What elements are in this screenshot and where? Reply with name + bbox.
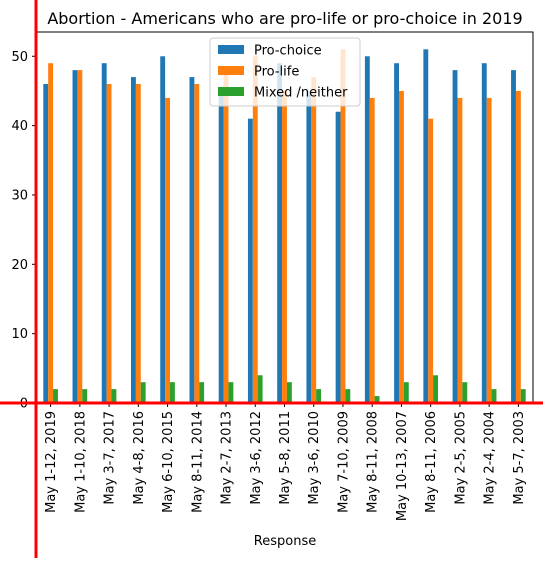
bar-pro-life-9 — [311, 77, 317, 403]
bar-pro-choice-6 — [218, 90, 224, 404]
bar-pro-choice-1 — [72, 70, 78, 403]
bar-pro-choice-12 — [394, 63, 400, 404]
y-tick-label: 20 — [11, 258, 28, 273]
bar-pro-choice-0 — [43, 84, 49, 404]
x-tick-label: May 3-7, 2017 — [103, 411, 118, 505]
x-tick-label: May 2-4, 2004 — [483, 411, 498, 505]
bar-pro-life-15 — [486, 97, 492, 403]
bar-pro-choice-2 — [101, 63, 107, 404]
x-tick-label: May 3-6, 2012 — [249, 411, 264, 505]
legend-swatch-pro-life — [218, 66, 244, 75]
bar-pro-life-4 — [165, 97, 170, 403]
x-tick-label: May 10-13, 2007 — [395, 411, 410, 521]
bar-pro-choice-9 — [306, 90, 312, 404]
bar-mixed-neither-6 — [228, 382, 234, 403]
legend-box — [209, 37, 361, 107]
bar-pro-life-16 — [515, 90, 521, 404]
x-tick-label: May 1-10, 2018 — [73, 411, 88, 513]
x-tick-label: May 3-6, 2010 — [307, 411, 322, 505]
legend: Pro-choice Pro-life Mixed /neither — [209, 37, 361, 107]
bar-mixed-neither-13 — [433, 375, 438, 403]
bar-pro-choice-8 — [277, 63, 283, 404]
x-tick-label: May 8-11, 2014 — [190, 411, 205, 513]
x-tick-label: May 4-8, 2016 — [132, 411, 147, 505]
bar-pro-life-6 — [223, 70, 229, 403]
bar-pro-life-12 — [399, 90, 404, 404]
bar-mixed-neither-12 — [403, 382, 409, 403]
bar-mixed-neither-10 — [345, 389, 351, 403]
x-axis-label: Response — [254, 534, 316, 549]
bar-pro-life-3 — [135, 84, 141, 404]
bar-mixed-neither-11 — [374, 396, 380, 403]
bar-mixed-neither-0 — [53, 389, 58, 403]
y-tick-label: 30 — [11, 188, 28, 203]
bar-pro-life-2 — [106, 84, 112, 404]
y-tick-label: 50 — [11, 50, 28, 65]
legend-label-mixed-neither: Mixed /neither — [254, 86, 348, 101]
bar-mixed-neither-4 — [169, 382, 175, 403]
y-tick-label: 10 — [11, 327, 28, 342]
bar-mixed-neither-16 — [520, 389, 526, 403]
bar-pro-life-10 — [340, 49, 346, 403]
bar-mixed-neither-2 — [111, 389, 117, 403]
y-tick-label: 40 — [11, 119, 28, 134]
bar-pro-choice-3 — [131, 77, 136, 403]
bar-pro-life-14 — [457, 97, 463, 403]
legend-label-pro-choice: Pro-choice — [254, 44, 322, 59]
legend-swatch-pro-choice — [218, 45, 244, 54]
bar-pro-choice-11 — [364, 56, 370, 403]
x-tick-label: May 1-12, 2019 — [44, 411, 59, 513]
x-tick-label: May 2-7, 2013 — [220, 411, 235, 505]
bar-pro-life-0 — [48, 63, 54, 404]
bar-pro-life-5 — [194, 84, 200, 404]
bar-pro-life-13 — [428, 118, 434, 403]
bar-pro-life-11 — [369, 97, 375, 403]
x-tick-label: May 6-10, 2015 — [161, 411, 176, 513]
bar-mixed-neither-9 — [316, 389, 322, 403]
legend-label-pro-life: Pro-life — [254, 65, 299, 80]
bar-mixed-neither-14 — [462, 382, 468, 403]
legend-swatch-mixed-neither — [218, 87, 244, 96]
x-tick-label: May 5-7, 2003 — [512, 411, 527, 505]
bar-pro-choice-13 — [423, 49, 429, 403]
x-tick-label: May 5-8, 2011 — [278, 411, 293, 505]
bar-pro-choice-14 — [452, 70, 458, 403]
bar-pro-life-1 — [77, 70, 83, 403]
x-tick-label: May 7-10, 2009 — [336, 411, 351, 513]
bar-pro-choice-4 — [160, 56, 166, 403]
x-tick-label: May 2-5, 2005 — [453, 411, 468, 505]
bar-pro-choice-10 — [335, 111, 341, 403]
bar-mixed-neither-8 — [286, 382, 292, 403]
bar-pro-life-8 — [282, 90, 287, 404]
x-tick-label: May 8-11, 2008 — [366, 411, 381, 513]
bar-pro-life-7 — [252, 56, 258, 403]
bar-pro-choice-7 — [247, 118, 253, 403]
x-tick-label: May 8-11, 2006 — [424, 411, 439, 513]
bar-pro-choice-15 — [481, 63, 487, 404]
bar-pro-choice-5 — [189, 77, 195, 403]
bar-mixed-neither-7 — [257, 375, 263, 403]
bar-mixed-neither-5 — [199, 382, 205, 403]
chart-title: Abortion - Americans who are pro-life or… — [47, 9, 522, 28]
bar-pro-choice-16 — [511, 70, 516, 403]
bar-mixed-neither-1 — [82, 389, 88, 403]
bar-mixed-neither-15 — [491, 389, 497, 403]
bar-mixed-neither-3 — [140, 382, 146, 403]
